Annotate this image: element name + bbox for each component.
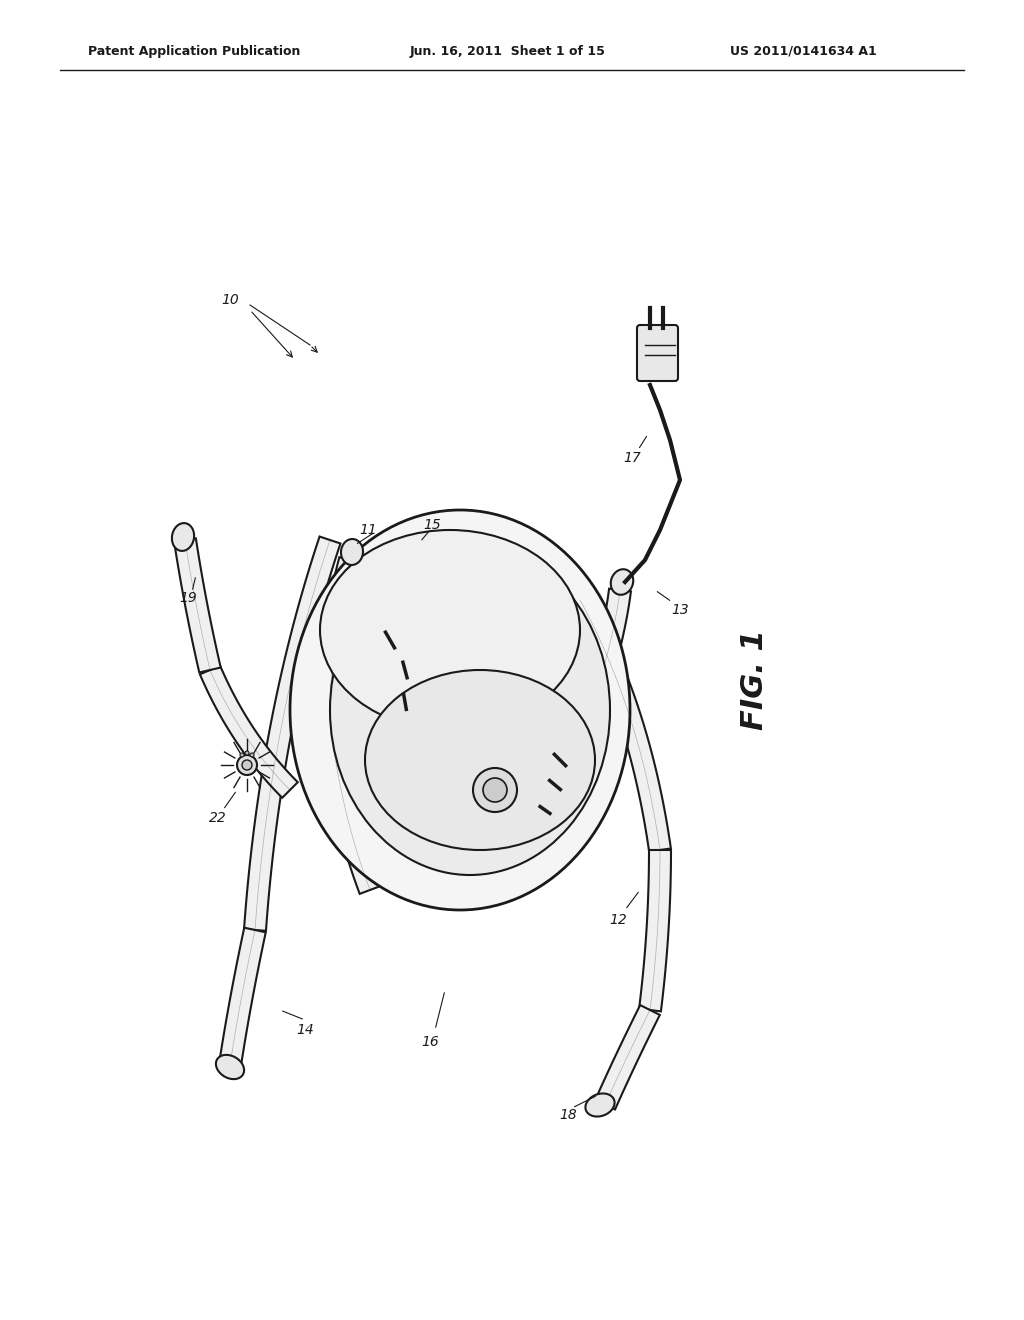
Circle shape xyxy=(483,777,507,803)
Text: 10: 10 xyxy=(221,293,239,308)
Text: 12: 12 xyxy=(609,913,627,927)
Polygon shape xyxy=(174,539,221,672)
Text: Patent Application Publication: Patent Application Publication xyxy=(88,45,300,58)
Ellipse shape xyxy=(216,1055,244,1080)
Text: 18: 18 xyxy=(559,1107,577,1122)
Ellipse shape xyxy=(341,539,364,565)
Polygon shape xyxy=(521,677,610,826)
Ellipse shape xyxy=(610,569,633,595)
Circle shape xyxy=(242,760,252,770)
Circle shape xyxy=(473,768,517,812)
Text: 13: 13 xyxy=(671,603,689,616)
Text: 11: 11 xyxy=(359,523,377,537)
Text: Jun. 16, 2011  Sheet 1 of 15: Jun. 16, 2011 Sheet 1 of 15 xyxy=(410,45,606,58)
Text: FIG. 1: FIG. 1 xyxy=(740,630,769,730)
Text: 16: 16 xyxy=(421,1035,439,1049)
Circle shape xyxy=(237,755,257,775)
Ellipse shape xyxy=(319,531,580,730)
Polygon shape xyxy=(319,557,360,719)
Text: US 2011/0141634 A1: US 2011/0141634 A1 xyxy=(730,45,877,58)
Ellipse shape xyxy=(290,510,630,909)
Polygon shape xyxy=(319,719,380,894)
Text: 19: 19 xyxy=(179,591,197,605)
Text: 14: 14 xyxy=(296,1023,314,1038)
Ellipse shape xyxy=(172,523,195,550)
FancyBboxPatch shape xyxy=(637,325,678,381)
Polygon shape xyxy=(200,665,298,797)
Polygon shape xyxy=(595,1005,659,1110)
Circle shape xyxy=(240,752,244,756)
Polygon shape xyxy=(639,850,671,1011)
Polygon shape xyxy=(219,928,266,1067)
Ellipse shape xyxy=(330,545,610,875)
Polygon shape xyxy=(590,589,631,684)
Text: 17: 17 xyxy=(624,451,641,465)
Circle shape xyxy=(245,751,249,755)
Circle shape xyxy=(250,752,254,756)
Polygon shape xyxy=(244,536,340,931)
Ellipse shape xyxy=(586,1093,614,1117)
Text: 22: 22 xyxy=(209,810,227,825)
Polygon shape xyxy=(570,595,671,851)
Text: 15: 15 xyxy=(423,517,441,532)
Ellipse shape xyxy=(365,671,595,850)
